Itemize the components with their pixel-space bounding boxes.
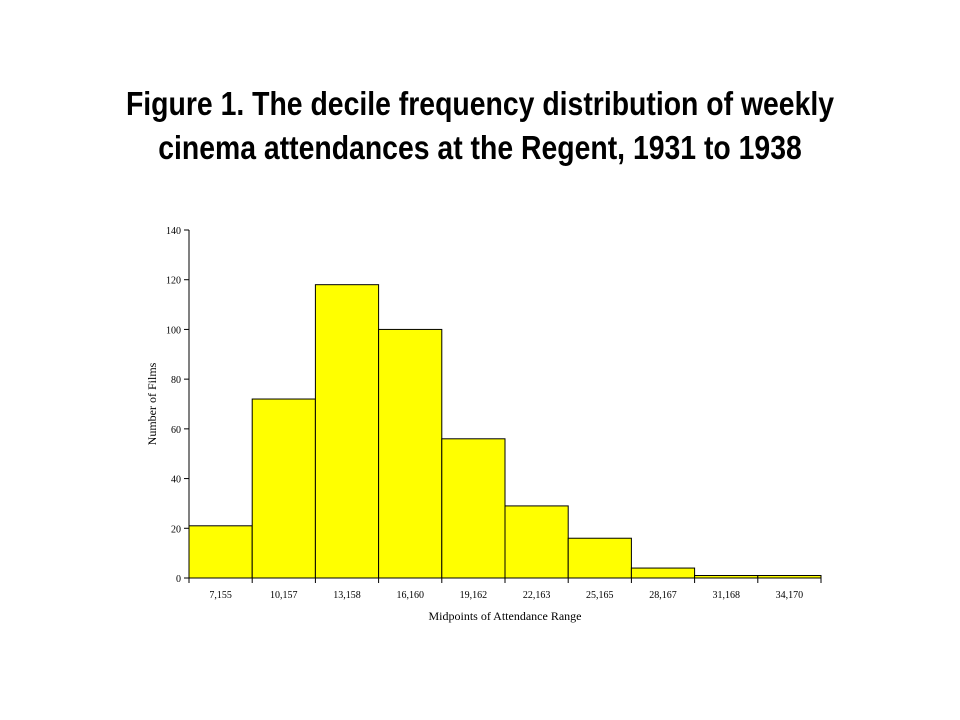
chart-title: Figure 1. The decile frequency distribut… (119, 82, 841, 170)
chart-title-line-2: cinema attendances at the Regent, 1931 t… (158, 129, 802, 166)
x-tick-label: 10,157 (270, 590, 298, 601)
x-tick-label: 13,158 (333, 590, 361, 601)
axes-layer (184, 229, 822, 583)
histogram-bar (188, 525, 253, 579)
y-tick-label: 80 (171, 375, 181, 386)
histogram-bar (251, 398, 316, 579)
y-tick-label: 20 (171, 524, 181, 535)
chart-title-line-1: Figure 1. The decile frequency distribut… (125, 85, 835, 122)
x-tick-label: 31,168 (712, 590, 740, 601)
y-tick-label: 60 (171, 425, 181, 436)
x-tick-label: 16,160 (396, 590, 424, 601)
histogram-bar (378, 328, 443, 579)
y-tick-label: 100 (166, 325, 181, 336)
y-tick-label: 0 (176, 574, 181, 585)
y-tick-label: 120 (166, 276, 181, 287)
histogram-bar (567, 537, 632, 579)
y-axis-title: Number of Films (145, 362, 159, 445)
histogram-bar (314, 284, 380, 579)
x-tick-label: 7,155 (209, 590, 232, 601)
x-tick-label: 22,163 (523, 590, 551, 601)
y-tick-label: 40 (171, 475, 181, 486)
x-tick-label: 34,170 (776, 590, 804, 601)
bars-layer (188, 284, 822, 579)
x-tick-label: 25,165 (586, 590, 614, 601)
histogram-bar (630, 567, 696, 579)
y-tick-label: 140 (166, 226, 181, 237)
x-axis-title: Midpoints of Attendance Range (429, 609, 582, 623)
histogram-bar (441, 438, 506, 579)
x-tick-label: 28,167 (649, 590, 677, 601)
x-tick-label: 19,162 (460, 590, 488, 601)
labels-layer: 0 20 40 60 80 100 120 140 7,155 10,157 13,158 16,16… (166, 226, 803, 601)
histogram-bar (504, 505, 569, 579)
